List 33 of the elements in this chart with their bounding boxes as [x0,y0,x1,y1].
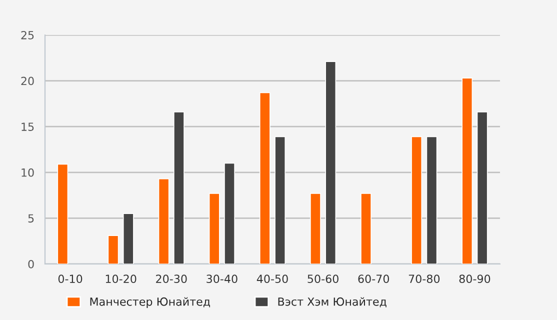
x-tick-label: 70-80 [408,274,440,284]
y-tick-label: 20 [21,76,34,86]
y-tick-label: 25 [21,30,34,40]
bar [57,164,68,264]
bar [310,193,321,264]
bar [411,136,422,264]
bar [426,136,438,264]
x-tick-label: 10-20 [106,274,136,284]
bar [325,61,336,264]
x-tick-label: 0-10 [58,274,82,284]
y-tick-label: 5 [28,214,34,223]
x-tick-label: 80-90 [459,274,490,284]
y-tick-label: 10 [22,168,34,177]
legend-label: Манчестер Юнайтед [90,297,210,308]
x-tick-label: 60-70 [358,274,390,284]
bar [476,112,488,264]
bar [158,178,170,264]
bar [208,193,220,264]
bar [259,92,270,264]
x-tick-label: 20-30 [156,274,187,284]
x-tick-label: 40-50 [256,274,288,284]
bar [122,213,134,264]
x-tick-label: 30-40 [206,274,238,284]
x-tick-label: 50-60 [308,274,338,284]
bar [360,193,372,264]
legend-label: Вэст Хэм Юнайтед [278,297,386,308]
bar [274,136,286,264]
y-tick-label: 0 [28,260,34,268]
y-tick-label: 15 [22,122,34,131]
bar [108,235,119,264]
bar [462,78,473,264]
bar [224,162,236,264]
bar [173,112,184,264]
